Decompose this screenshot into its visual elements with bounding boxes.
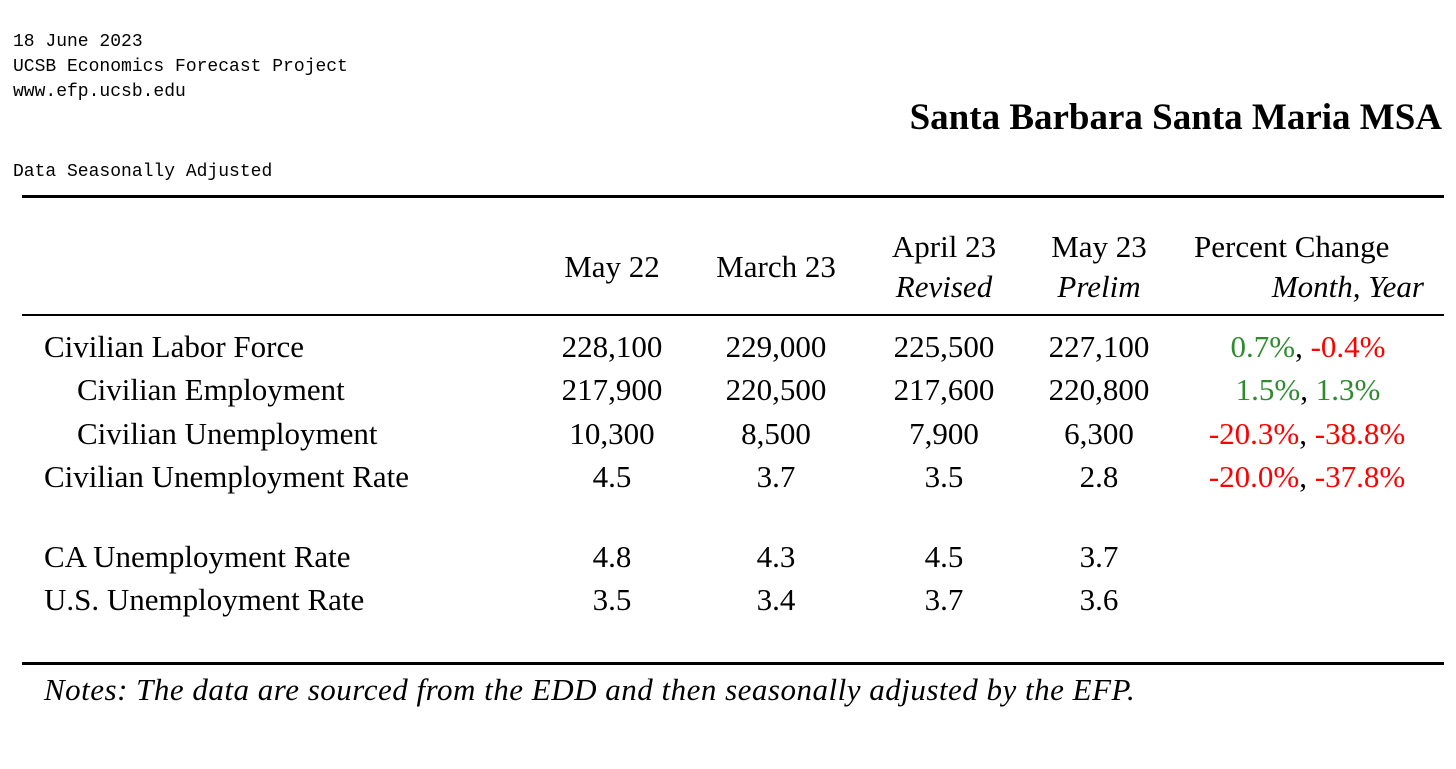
table-cell: 3.4 (756, 582, 796, 617)
row-label: CA Unemployment Rate (44, 539, 351, 574)
organization-name: UCSB Economics Forecast Project (13, 57, 348, 77)
table-cell: 4.3 (756, 539, 796, 574)
percent-change-cell: 1.5%, 1.3% (1236, 372, 1381, 408)
column-subheader-revised: Revised (895, 269, 993, 304)
row-label: Civilian Unemployment (77, 416, 378, 451)
bottom-rule (22, 662, 1444, 665)
year-change: -37.8% (1314, 459, 1406, 494)
row-label: Civilian Labor Force (44, 329, 304, 364)
table-cell: 4.8 (592, 539, 632, 574)
table-notes: Notes: The data are sourced from the EDD… (44, 672, 1136, 707)
table-cell: 227,100 (1048, 329, 1150, 364)
table-cell: 3.7 (756, 459, 796, 494)
year-change: 1.3% (1315, 372, 1381, 407)
month-change: 1.5% (1235, 372, 1301, 407)
table-cell: 217,900 (561, 372, 663, 407)
table-cell: 225,500 (893, 329, 995, 364)
change-separator: , (1295, 329, 1311, 364)
table-cell: 228,100 (561, 329, 663, 364)
row-label: U.S. Unemployment Rate (44, 582, 365, 617)
table-cell: 2.8 (1079, 459, 1119, 494)
table-cell: 229,000 (725, 329, 827, 364)
table-cell: 3.7 (924, 582, 964, 617)
column-header-may23: May 23 (1051, 229, 1147, 264)
column-subheader-prelim: Prelim (1057, 269, 1141, 304)
table-cell: 6,300 (1064, 416, 1134, 451)
change-separator: , (1299, 459, 1315, 494)
table-cell: 3.5 (592, 582, 632, 617)
header-meta: 18 June 2023 UCSB Economics Forecast Pro… (13, 30, 348, 105)
table-cell: 4.5 (924, 539, 964, 574)
row-label: Civilian Unemployment Rate (44, 459, 410, 494)
region-title: Santa Barbara Santa Maria MSA (909, 97, 1442, 138)
website-link[interactable]: www.efp.ucsb.edu (13, 82, 186, 102)
column-subheader-month-year: Month, Year (1271, 269, 1424, 304)
change-separator: , (1300, 372, 1316, 407)
percent-change-cell: 0.7%, -0.4% (1231, 329, 1386, 365)
table-cell: 4.5 (592, 459, 632, 494)
top-rule (22, 195, 1444, 198)
row-label: Civilian Employment (77, 372, 345, 407)
table-cell: 217,600 (893, 372, 995, 407)
table-cell: 3.7 (1079, 539, 1119, 574)
column-header-percent-change: Percent Change (1194, 229, 1390, 264)
table-cell: 3.5 (924, 459, 964, 494)
table-cell: 3.6 (1079, 582, 1119, 617)
percent-change-cell: -20.3%, -38.8% (1209, 416, 1405, 452)
report-date: 18 June 2023 (13, 32, 143, 52)
month-change: -20.0% (1208, 459, 1300, 494)
table-cell: 8,500 (741, 416, 811, 451)
table-cell: 10,300 (569, 416, 655, 451)
year-change: -38.8% (1314, 416, 1406, 451)
table-cell: 7,900 (909, 416, 979, 451)
table-cell: 220,800 (1048, 372, 1150, 407)
subtitle: Data Seasonally Adjusted (13, 162, 273, 182)
column-header-may22: May 22 (564, 249, 660, 284)
change-separator: , (1299, 416, 1315, 451)
column-header-march23: March 23 (716, 249, 836, 284)
month-change: 0.7% (1230, 329, 1296, 364)
table-cell: 220,500 (725, 372, 827, 407)
column-header-april23: April 23 (891, 229, 997, 264)
header-rule (22, 314, 1444, 316)
percent-change-cell: -20.0%, -37.8% (1209, 459, 1405, 495)
year-change: -0.4% (1310, 329, 1386, 364)
month-change: -20.3% (1208, 416, 1300, 451)
